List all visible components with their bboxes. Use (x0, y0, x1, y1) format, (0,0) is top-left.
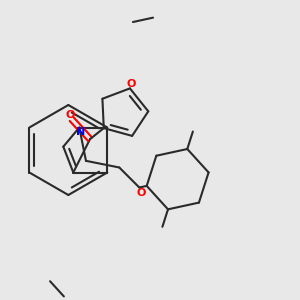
Text: O: O (127, 80, 136, 89)
Text: O: O (65, 110, 75, 120)
Text: O: O (136, 188, 146, 197)
Text: N: N (76, 128, 86, 137)
